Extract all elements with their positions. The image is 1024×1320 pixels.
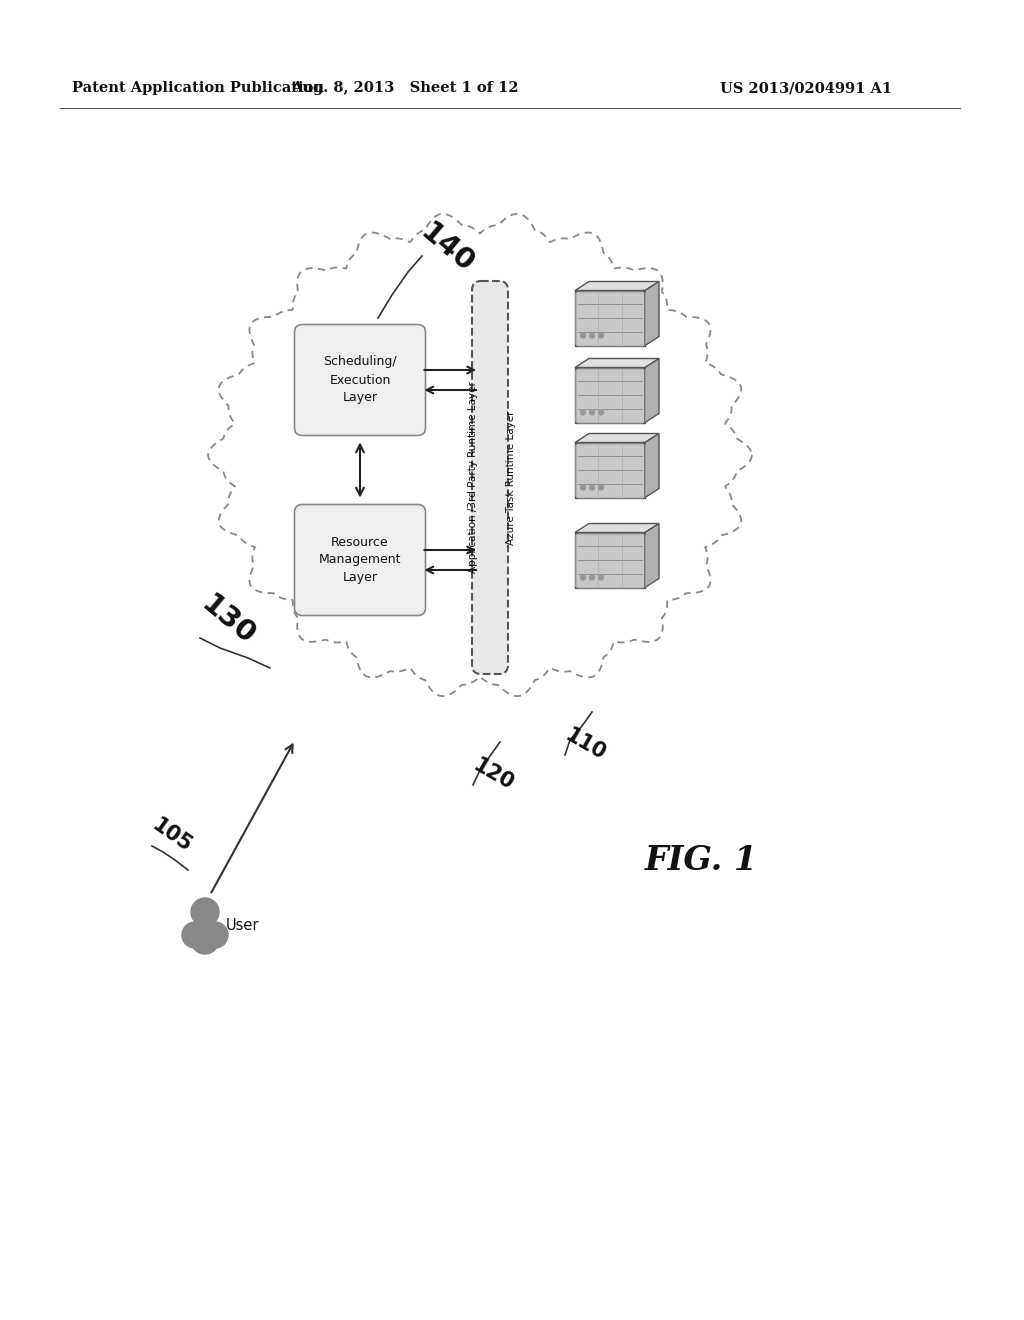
Circle shape — [191, 927, 219, 954]
FancyBboxPatch shape — [575, 290, 645, 346]
Text: Resource
Management
Layer: Resource Management Layer — [318, 536, 401, 585]
Circle shape — [598, 484, 603, 490]
Text: 110: 110 — [562, 726, 609, 764]
Polygon shape — [645, 433, 659, 498]
Text: 130: 130 — [196, 590, 261, 651]
Polygon shape — [575, 524, 659, 532]
Polygon shape — [208, 214, 752, 696]
Circle shape — [202, 921, 228, 948]
Polygon shape — [645, 359, 659, 422]
Text: 120: 120 — [470, 755, 518, 795]
FancyBboxPatch shape — [575, 532, 645, 587]
Polygon shape — [645, 524, 659, 587]
Text: Scheduling/
Execution
Layer: Scheduling/ Execution Layer — [324, 355, 397, 404]
Text: 105: 105 — [148, 816, 196, 857]
Circle shape — [590, 333, 595, 338]
Circle shape — [590, 411, 595, 414]
Polygon shape — [575, 281, 659, 290]
Text: Application /3rd Party Runtime Layer: Application /3rd Party Runtime Layer — [468, 381, 478, 573]
Circle shape — [182, 921, 208, 948]
Text: FIG. 1: FIG. 1 — [645, 843, 758, 876]
FancyBboxPatch shape — [575, 442, 645, 498]
Circle shape — [191, 898, 219, 927]
FancyBboxPatch shape — [472, 281, 508, 675]
Text: US 2013/0204991 A1: US 2013/0204991 A1 — [720, 81, 892, 95]
Circle shape — [581, 333, 586, 338]
Text: Azure Task Runtime Layer: Azure Task Runtime Layer — [506, 411, 516, 545]
Circle shape — [581, 576, 586, 579]
Polygon shape — [575, 433, 659, 442]
Polygon shape — [575, 359, 659, 367]
Circle shape — [598, 411, 603, 414]
Polygon shape — [645, 281, 659, 346]
Circle shape — [581, 411, 586, 414]
Circle shape — [590, 576, 595, 579]
Circle shape — [598, 333, 603, 338]
FancyBboxPatch shape — [575, 367, 645, 422]
FancyBboxPatch shape — [295, 504, 426, 615]
Text: 140: 140 — [415, 218, 479, 279]
Text: Aug. 8, 2013   Sheet 1 of 12: Aug. 8, 2013 Sheet 1 of 12 — [291, 81, 519, 95]
Circle shape — [581, 484, 586, 490]
Circle shape — [590, 484, 595, 490]
Circle shape — [598, 576, 603, 579]
Text: Patent Application Publication: Patent Application Publication — [72, 81, 324, 95]
Text: User: User — [226, 917, 259, 932]
FancyBboxPatch shape — [295, 325, 426, 436]
